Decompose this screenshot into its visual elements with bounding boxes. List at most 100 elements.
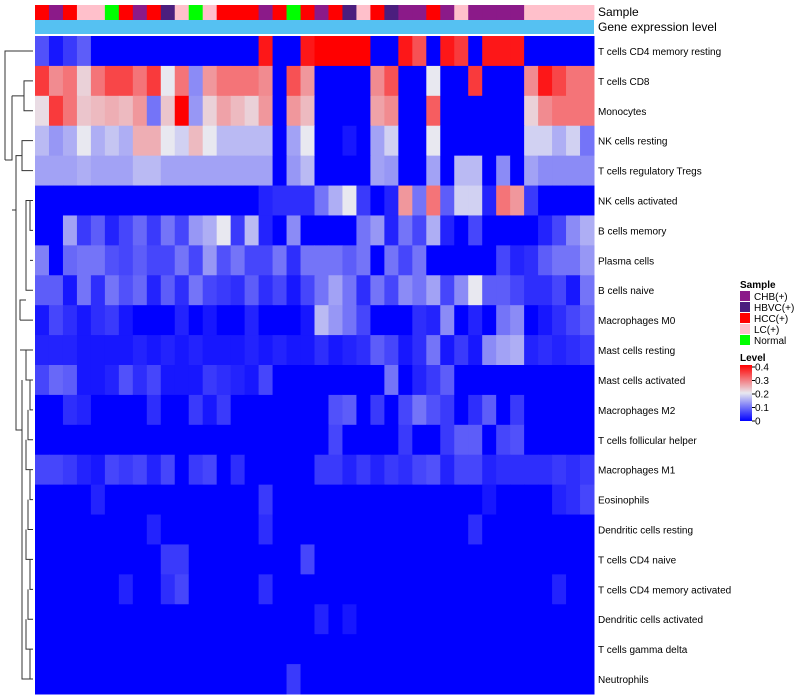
- heatmap-cell: [258, 574, 274, 605]
- heatmap-cell: [118, 215, 134, 246]
- heatmap-cell: [328, 215, 343, 246]
- heatmap-cell: [286, 305, 302, 336]
- heatmap-cell: [314, 424, 329, 456]
- heatmap-cell: [202, 305, 218, 336]
- heatmap-cell: [230, 424, 246, 456]
- heatmap-cell: [454, 275, 469, 306]
- heatmap-cell: [258, 634, 274, 665]
- heatmap-cell: [230, 155, 246, 187]
- heatmap-cell: [370, 215, 385, 246]
- heatmap-cell: [510, 305, 525, 336]
- heatmap-cell: [35, 215, 50, 246]
- heatmap-cell: [454, 604, 469, 635]
- heatmap-cell: [118, 634, 134, 665]
- heatmap-cell: [174, 36, 190, 67]
- heatmap-cell: [174, 664, 190, 695]
- heatmap-cell: [132, 424, 148, 456]
- heatmap-cell: [48, 365, 64, 396]
- heatmap-cell: [202, 454, 218, 486]
- legend-swatch: [740, 324, 750, 334]
- dendrogram-branch: [4, 50, 33, 112]
- legend-tick-label: 0.1: [755, 403, 769, 414]
- heatmap-cell: [552, 335, 567, 366]
- heatmap-cell: [300, 36, 315, 67]
- heatmap-cell: [286, 65, 302, 97]
- heatmap-cell: [440, 574, 455, 605]
- heatmap-cell: [384, 574, 399, 605]
- heatmap-cell: [412, 394, 427, 426]
- heatmap-cell: [552, 424, 567, 456]
- heatmap-cell: [118, 245, 134, 276]
- heatmap-cell: [104, 215, 120, 246]
- row-label: B cells memory: [598, 226, 666, 237]
- heatmap-cell: [258, 454, 274, 486]
- heatmap-cell: [398, 185, 413, 216]
- heatmap-cell: [538, 185, 553, 216]
- heatmap-cell: [62, 454, 78, 486]
- heatmap-cell: [468, 245, 483, 276]
- heatmap-cell: [356, 65, 371, 97]
- heatmap-cell: [174, 305, 190, 336]
- heatmap-cell: [370, 305, 385, 336]
- heatmap-cell: [286, 335, 302, 366]
- heatmap-cell: [62, 424, 78, 456]
- heatmap-cell: [258, 514, 274, 545]
- heatmap-cell: [384, 95, 399, 127]
- heatmap-cell: [76, 36, 92, 67]
- heatmap-cell: [35, 604, 50, 635]
- heatmap-cell: [188, 155, 204, 187]
- heatmap-cell: [230, 484, 246, 516]
- heatmap-cell: [566, 185, 581, 216]
- dendrogram-branch: [25, 439, 33, 471]
- heatmap-cell: [76, 454, 92, 486]
- heatmap-cell: [174, 604, 190, 635]
- heatmap-cell: [580, 604, 595, 635]
- heatmap-cell: [538, 95, 553, 127]
- heatmap-cell: [132, 95, 148, 127]
- heatmap-cell: [566, 95, 581, 127]
- heatmap-cell: [314, 335, 329, 366]
- heatmap-cell: [482, 125, 497, 157]
- heatmap-cell: [384, 424, 399, 456]
- heatmap-cell: [482, 305, 497, 336]
- heatmap-cell: [286, 664, 302, 695]
- heatmap-cell: [580, 454, 595, 486]
- heatmap-cell: [328, 484, 343, 516]
- heatmap-cell: [566, 514, 581, 545]
- heatmap-cell: [538, 335, 553, 366]
- heatmap-cell: [202, 365, 218, 396]
- heatmap-cell: [300, 454, 315, 486]
- heatmap-cell: [538, 275, 553, 306]
- heatmap-cell: [76, 275, 92, 306]
- heatmap-cell: [454, 125, 469, 157]
- heatmap-cell: [412, 125, 427, 157]
- heatmap-cell: [202, 335, 218, 366]
- heatmap-cell: [160, 634, 176, 665]
- heatmap-cell: [328, 574, 343, 605]
- heatmap-cell: [132, 155, 148, 187]
- heatmap-cell: [174, 95, 190, 127]
- heatmap-cell: [76, 484, 92, 516]
- dendrogram-branch: [29, 649, 33, 680]
- heatmap-cell: [356, 604, 371, 635]
- heatmap-cell: [258, 544, 274, 575]
- heatmap-cell: [482, 245, 497, 276]
- heatmap-cell: [552, 125, 567, 157]
- heatmap-cell: [440, 454, 455, 486]
- heatmap-cell: [202, 634, 218, 665]
- heatmap-cell: [496, 365, 511, 396]
- heatmap-cell: [272, 65, 288, 97]
- heatmap-cell: [524, 544, 539, 575]
- heatmap-cell: [454, 365, 469, 396]
- heatmap-cell: [482, 215, 497, 246]
- row-label: NK cells resting: [598, 137, 667, 148]
- heatmap-cell: [580, 514, 595, 545]
- heatmap-cell: [412, 95, 427, 127]
- heatmap-cell: [230, 604, 246, 635]
- heatmap-cell: [510, 335, 525, 366]
- heatmap-cell: [35, 36, 50, 67]
- heatmap-cell: [314, 514, 329, 545]
- heatmap-cell: [398, 245, 413, 276]
- heatmap-cell: [580, 125, 595, 157]
- heatmap-cell: [118, 484, 134, 516]
